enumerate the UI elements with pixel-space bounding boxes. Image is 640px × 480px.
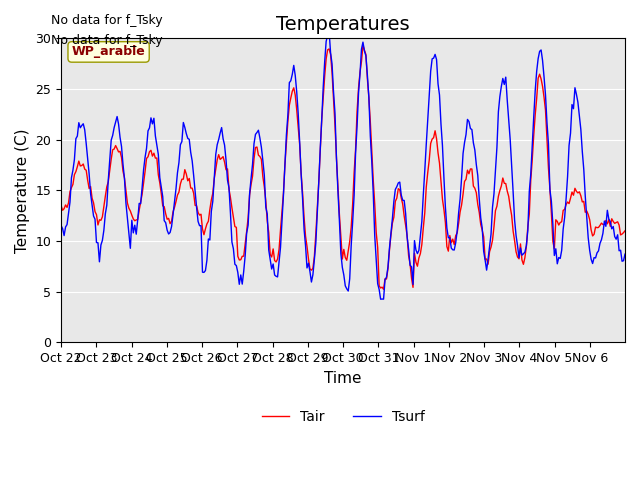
Text: No data for f_Tsky: No data for f_Tsky [51, 34, 163, 47]
Tsurf [58, 223, 65, 228]
Legend: Tair, Tsurf: Tair, Tsurf [256, 404, 430, 429]
Text: No data for f_Tsky: No data for f_Tsky [51, 14, 163, 27]
Tair [620, 230, 627, 236]
Tsurf [76, 125, 84, 131]
Line: Tsurf: Tsurf [61, 31, 625, 299]
Tair [359, 42, 367, 48]
Tair [348, 225, 355, 230]
Tair [58, 203, 65, 209]
Tsurf [325, 28, 333, 34]
Tair [546, 187, 554, 192]
Tsurf [546, 187, 554, 192]
Tsurf [620, 258, 627, 264]
Tsurf [377, 296, 385, 302]
Tair [621, 228, 629, 234]
X-axis label: Time: Time [324, 371, 362, 386]
Tsurf [462, 132, 470, 137]
Y-axis label: Temperature (C): Temperature (C) [15, 128, 30, 252]
Tair [76, 163, 84, 169]
Tair [380, 287, 387, 292]
Tsurf [621, 251, 629, 257]
Tsurf [94, 240, 102, 246]
Text: WP_arable: WP_arable [72, 46, 145, 59]
Tair [94, 222, 102, 228]
Tsurf [349, 219, 356, 225]
Line: Tair: Tair [61, 45, 625, 289]
Title: Temperatures: Temperatures [276, 15, 410, 34]
Tair [462, 177, 470, 182]
